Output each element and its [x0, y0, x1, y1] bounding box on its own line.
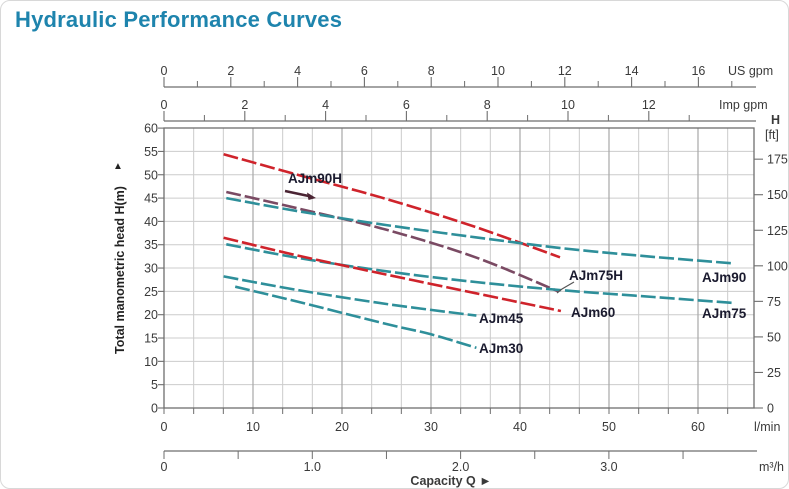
- curve-label-ajm90h: AJm90H: [288, 171, 342, 186]
- y-axis-up-arrow: ▲: [113, 161, 123, 172]
- svg-text:25: 25: [144, 285, 158, 299]
- curve-ajm45: [223, 275, 477, 317]
- svg-text:55: 55: [144, 145, 158, 159]
- svg-text:75: 75: [767, 295, 781, 309]
- svg-text:40: 40: [144, 215, 158, 229]
- us-gpm-scale: 0 2 4 6 8 10 12 14 16 US gpm: [161, 64, 773, 88]
- svg-text:50: 50: [602, 420, 616, 434]
- svg-text:20: 20: [144, 308, 158, 322]
- lmin-scale: 0 10 20 30 40 50 60 l/min: [161, 408, 780, 434]
- svg-text:40: 40: [513, 420, 527, 434]
- svg-text:10: 10: [246, 420, 260, 434]
- page-title: Hydraulic Performance Curves: [15, 7, 343, 32]
- leader-ajm75h: [556, 281, 575, 294]
- svg-text:12: 12: [558, 64, 572, 78]
- svg-text:2.0: 2.0: [452, 460, 469, 474]
- svg-text:0: 0: [161, 98, 168, 112]
- leader-arrowhead-ajm90h: [307, 192, 316, 200]
- m3h-scale: 0 1.0 2.0 3.0 m³/h: [161, 450, 784, 474]
- svg-text:4: 4: [294, 64, 301, 78]
- svg-text:35: 35: [144, 238, 158, 252]
- svg-text:10: 10: [144, 355, 158, 369]
- svg-text:30: 30: [144, 262, 158, 276]
- curve-label-ajm45: AJm45: [479, 311, 524, 326]
- svg-text:1.0: 1.0: [304, 460, 321, 474]
- svg-text:0: 0: [151, 402, 158, 416]
- svg-text:60: 60: [144, 122, 158, 136]
- svg-text:45: 45: [144, 192, 158, 206]
- curve-label-ajm75: AJm75: [702, 306, 747, 321]
- curve-ajm30: [234, 285, 477, 350]
- svg-text:30: 30: [424, 420, 438, 434]
- svg-text:20: 20: [335, 420, 349, 434]
- x-axis-title: Capacity Q ►: [410, 474, 491, 488]
- leader-ajm90h: [284, 189, 312, 198]
- curve-ajm90: [226, 196, 734, 265]
- svg-text:150: 150: [767, 188, 788, 202]
- right-axis-header-ft: [ft]: [765, 128, 779, 142]
- m3h-unit-label: m³/h: [759, 460, 784, 474]
- svg-text:6: 6: [361, 64, 368, 78]
- curve-label-ajm30: AJm30: [479, 341, 523, 356]
- svg-text:0: 0: [161, 460, 168, 474]
- svg-text:25: 25: [767, 366, 781, 380]
- svg-text:125: 125: [767, 224, 788, 238]
- svg-text:10: 10: [491, 64, 505, 78]
- svg-text:100: 100: [767, 259, 788, 273]
- right-axis-ft: 0 25 50 75 100 125 150 175 H[ft]: [754, 113, 788, 416]
- imp-gpm-unit-label: Imp gpm: [719, 98, 768, 112]
- grid: [164, 128, 754, 408]
- svg-text:0: 0: [767, 402, 774, 416]
- svg-text:60: 60: [691, 420, 705, 434]
- imp-gpm-scale: 0 2 4 6 8 10 12 Imp gpm: [161, 98, 768, 122]
- curve-label-ajm75h: AJm75H: [569, 268, 623, 283]
- svg-text:175: 175: [767, 153, 788, 167]
- lmin-unit-label: l/min: [754, 420, 780, 434]
- curve-ajm90h: [223, 152, 561, 259]
- svg-text:2: 2: [227, 64, 234, 78]
- svg-text:0: 0: [161, 64, 168, 78]
- curves: AJm90H AJm75H AJm90 AJm75 AJm60 AJm45 AJm30: [223, 152, 747, 356]
- svg-text:8: 8: [484, 98, 491, 112]
- svg-text:8: 8: [428, 64, 435, 78]
- svg-text:6: 6: [403, 98, 410, 112]
- svg-text:3.0: 3.0: [600, 460, 617, 474]
- left-axis-m: 0 5 10 15 20 25 30 35 40 45 50 55 60: [144, 122, 164, 416]
- svg-text:0: 0: [161, 420, 168, 434]
- svg-text:2: 2: [241, 98, 248, 112]
- svg-text:50: 50: [144, 168, 158, 182]
- svg-text:5: 5: [151, 378, 158, 392]
- svg-text:15: 15: [144, 332, 158, 346]
- svg-text:12: 12: [642, 98, 656, 112]
- svg-text:16: 16: [691, 64, 705, 78]
- right-axis-header-h: H: [771, 113, 780, 127]
- curve-ajm60: [223, 236, 562, 313]
- us-gpm-unit-label: US gpm: [728, 64, 773, 78]
- svg-text:4: 4: [322, 98, 329, 112]
- svg-text:10: 10: [561, 98, 575, 112]
- curve-label-ajm90: AJm90: [702, 270, 746, 285]
- curve-ajm75: [226, 243, 734, 305]
- curve-ajm75h: [226, 190, 559, 293]
- svg-text:50: 50: [767, 330, 781, 344]
- svg-text:14: 14: [625, 64, 639, 78]
- curve-label-ajm60: AJm60: [571, 305, 615, 320]
